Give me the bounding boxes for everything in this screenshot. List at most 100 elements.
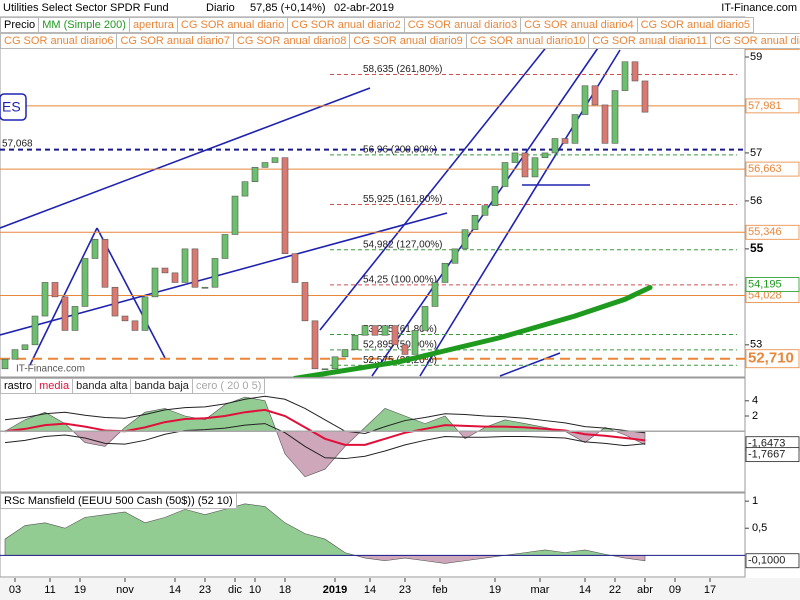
candle (221, 234, 229, 259)
legend-tab[interactable]: CG SOR anual diario3 (403, 17, 522, 33)
candle (251, 167, 259, 183)
legend-tab[interactable]: cero ( 20 0 5) (191, 378, 266, 394)
candle (281, 157, 289, 254)
candle (351, 334, 359, 350)
trend-line (319, 44, 549, 331)
candle (261, 162, 269, 168)
legend-tab[interactable]: Precio (0, 17, 40, 33)
value-box-label: 54,028 (748, 289, 782, 301)
legend-tab[interactable]: CG SOR anual diario4 (520, 17, 638, 33)
candle (471, 214, 479, 230)
x-axis-band (0, 578, 800, 600)
x-tick-label: abr (637, 584, 653, 596)
candle (521, 152, 529, 178)
candle (151, 267, 159, 298)
candle (411, 330, 419, 355)
legend-tab[interactable]: CG SOR anual diario12 (710, 33, 800, 49)
legend-tab[interactable]: CG SOR anual diario7 (116, 33, 234, 49)
oscillator-panel (0, 377, 746, 493)
x-tick-label: 23 (199, 584, 211, 596)
fib-label: 58,635 (261,80%) (363, 64, 443, 75)
trend-line (0, 87, 371, 229)
indicator-line (4, 423, 646, 460)
candle (501, 162, 509, 187)
y-tick-label: 57 (750, 147, 762, 159)
y-tick-label: 1 (752, 495, 758, 507)
fib-label: 54,982 (127,00%) (363, 239, 443, 250)
candle (51, 282, 59, 298)
candle (561, 138, 569, 144)
legend-tab[interactable]: CG SOR anual diario10 (465, 33, 590, 49)
legend-tab[interactable]: CG SOR anual diario11 (588, 33, 712, 49)
candle (511, 152, 519, 163)
badge[interactable]: ES (2, 99, 21, 115)
value-box-label: 57,981 (748, 100, 782, 112)
candle (201, 286, 209, 289)
candle (81, 258, 89, 307)
value-box-label: -1,7667 (748, 449, 785, 461)
candle (391, 325, 399, 346)
candle (121, 315, 129, 322)
trend-lines (0, 44, 621, 377)
x-tick-label: 11 (44, 584, 55, 596)
value-box (745, 553, 800, 569)
y-tick-label: 4 (752, 395, 758, 407)
price: 57,85 (+0,14%) (250, 2, 326, 14)
legend-tab[interactable]: CG SOR anual diario2 (287, 17, 405, 33)
candle (491, 186, 499, 206)
x-tick-label: 10 (249, 584, 261, 596)
candle (131, 320, 139, 331)
y-tick-label: 2 (752, 410, 758, 422)
value-box-label: -1,6473 (748, 438, 785, 450)
candle (91, 238, 99, 259)
candle (331, 356, 339, 370)
candle (41, 282, 49, 317)
legend-row: CG SOR anual diario6 CG SOR anual diario7… (0, 33, 800, 49)
candle (31, 315, 39, 346)
candle (371, 325, 379, 336)
legend-tab[interactable]: banda baja (130, 378, 193, 394)
candle (111, 286, 119, 317)
candle (271, 157, 279, 163)
value-box (745, 277, 800, 292)
fib-label: 55,925 (161,80%) (363, 194, 443, 205)
candle (241, 181, 249, 197)
legend-tab[interactable]: RSc Mansfield (EEUU 500 Cash (50$)) (52 … (0, 493, 237, 509)
legend-row: RSc Mansfield (EEUU 500 Cash (50$)) (52 … (0, 493, 800, 509)
x-tick-label: mar (531, 584, 550, 596)
oscillator-plot (0, 395, 745, 478)
legend-row: Precio MM (Simple 200) apertura CG SOR anua… (0, 17, 800, 33)
moving-average (292, 284, 653, 377)
rastro-area (3, 396, 646, 478)
badge-box[interactable] (0, 93, 27, 121)
legend-tab[interactable]: apertura (128, 17, 178, 33)
legend-tab[interactable]: media (35, 378, 74, 394)
legend-tab[interactable]: CG SOR anual diario6 (0, 33, 118, 49)
value-box-label: 55,346 (748, 226, 782, 238)
fib-label: 53,215 (61,80%) (363, 324, 437, 335)
price-plot: 58,635 (261,80%)56,96 (200,00%)55,925 (1… (0, 42, 745, 377)
x-tick-label: 14 (169, 584, 181, 596)
x-tick-label: dic (228, 584, 243, 596)
candle (11, 349, 19, 360)
legend-tab[interactable]: banda alta (72, 378, 132, 394)
candle (591, 85, 599, 106)
value-box (745, 447, 800, 463)
x-tick-label: 03 (9, 584, 21, 596)
legend-tab[interactable]: CG SOR anual diario9 (349, 33, 467, 49)
candle (161, 267, 169, 274)
candle (291, 253, 299, 283)
legend-tab[interactable]: MM (Simple 200) (38, 17, 130, 33)
candle (141, 296, 149, 331)
candle (401, 344, 409, 355)
candle (191, 248, 199, 288)
legend-tab[interactable]: rastro (0, 378, 37, 394)
candle (461, 229, 469, 250)
candle (431, 282, 439, 307)
legend-tab[interactable]: CG SOR anual diario8 (232, 33, 351, 49)
instrument-name: Utilities Select Sector SPDR Fund (3, 2, 169, 14)
legend-tab[interactable]: CG SOR anual diario (176, 17, 289, 33)
value-box (745, 224, 800, 240)
legend-tab[interactable]: CG SOR anual diario5 (636, 17, 755, 33)
candle (541, 152, 549, 159)
